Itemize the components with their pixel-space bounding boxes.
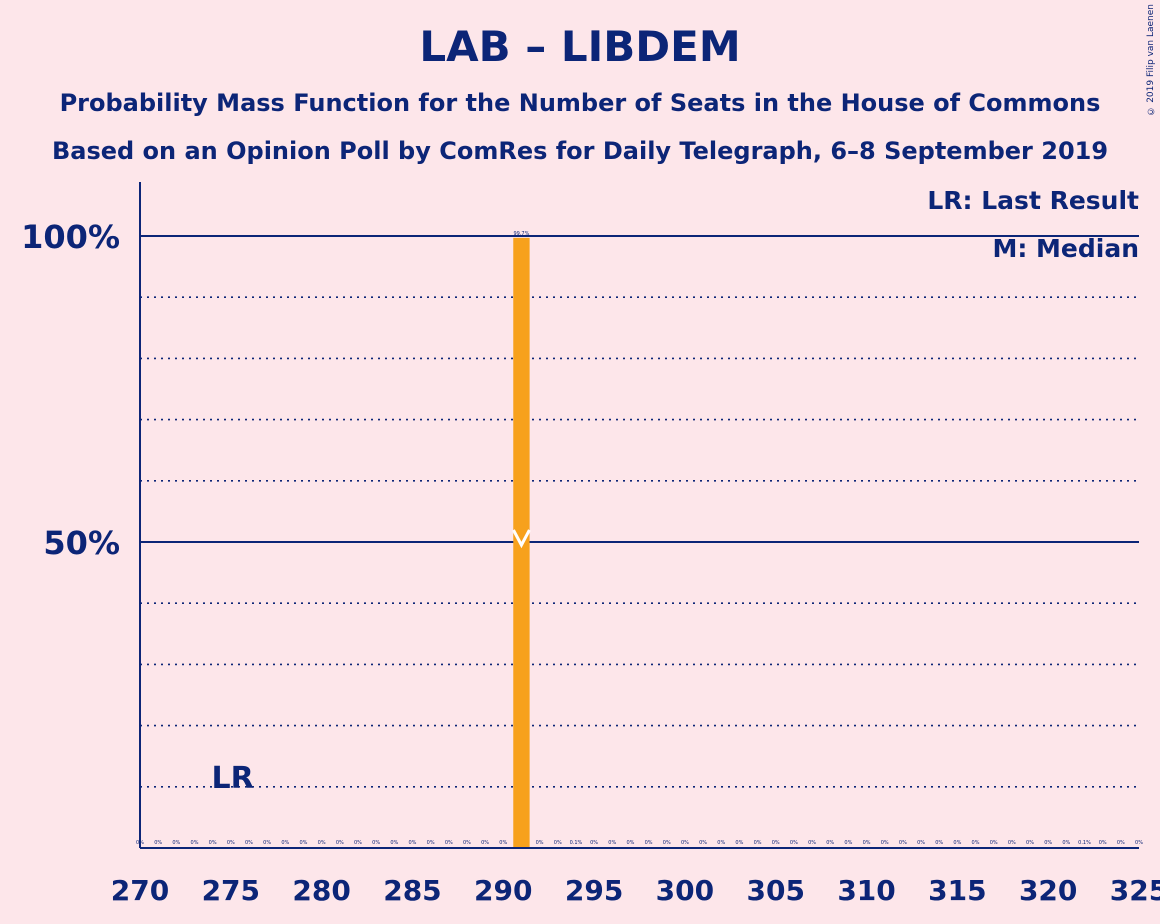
y-tick-labels: 50% 100% (21, 218, 120, 562)
value-label-291: 99.7% (513, 231, 529, 237)
value-label-307: 0% (808, 840, 816, 846)
value-label-316: 0% (972, 840, 980, 846)
x-tick-315: 315 (928, 874, 986, 907)
value-label-321: 0% (1062, 840, 1070, 846)
last-result-marker: LR (212, 761, 254, 796)
bars (512, 237, 531, 848)
legend-last-result: LR: Last Result (927, 186, 1139, 215)
x-tick-280: 280 (292, 874, 350, 907)
value-label-313: 0% (917, 840, 925, 846)
value-label-314: 0% (935, 840, 943, 846)
value-label-279: 0% (300, 840, 308, 846)
value-label-276: 0% (245, 840, 253, 846)
chart-title: LAB – LIBDEM (419, 22, 741, 71)
value-label-277: 0% (263, 840, 271, 846)
y-tick-50: 50% (43, 524, 120, 562)
value-label-323: 0% (1099, 840, 1107, 846)
legend-median: M: Median (992, 234, 1139, 263)
x-tick-320: 320 (1019, 874, 1077, 907)
value-label-274: 0% (209, 840, 217, 846)
axes (139, 182, 1139, 849)
median-marker (512, 529, 531, 549)
value-label-288: 0% (463, 840, 471, 846)
value-label-280: 0% (318, 840, 326, 846)
value-label-310: 0% (863, 840, 871, 846)
value-label-285: 0% (408, 840, 416, 846)
value-label-284: 0% (390, 840, 398, 846)
value-label-317: 0% (990, 840, 998, 846)
x-tick-labels: 270 275 280 285 290 295 300 305 310 315 320 325 (111, 874, 1160, 907)
x-tick-325: 325 (1110, 874, 1160, 907)
value-label-297: 0% (626, 840, 634, 846)
x-tick-270: 270 (111, 874, 169, 907)
value-label-287: 0% (445, 840, 453, 846)
value-label-278: 0% (281, 840, 289, 846)
value-label-281: 0% (336, 840, 344, 846)
value-label-298: 0% (645, 840, 653, 846)
x-tick-305: 305 (747, 874, 805, 907)
value-label-294: 0.1% (570, 840, 583, 846)
value-label-283: 0% (372, 840, 380, 846)
value-label-282: 0% (354, 840, 362, 846)
value-label-275: 0% (227, 840, 235, 846)
bar-value-labels: 0% 0% 0% 0% 0% 0% 0% 0% 0% 0% 0% 0% 0% 0% 0% 0% 0% 0% 0% 0%… (136, 231, 1143, 846)
value-label-273: 0% (191, 840, 199, 846)
x-tick-285: 285 (383, 874, 441, 907)
value-label-305: 0% (772, 840, 780, 846)
x-tick-290: 290 (474, 874, 532, 907)
value-label-302: 0% (717, 840, 725, 846)
value-label-271: 0% (154, 840, 162, 846)
value-label-311: 0% (881, 840, 889, 846)
value-label-322: 0.1% (1078, 840, 1091, 846)
value-label-318: 0% (1008, 840, 1016, 846)
value-label-295: 0% (590, 840, 598, 846)
grid-lines (140, 235, 1139, 788)
x-tick-310: 310 (837, 874, 895, 907)
value-label-293: 0% (554, 840, 562, 846)
x-tick-275: 275 (202, 874, 260, 907)
value-label-301: 0% (699, 840, 707, 846)
x-tick-295: 295 (565, 874, 623, 907)
value-label-272: 0% (172, 840, 180, 846)
chart-subtitle: Probability Mass Function for the Number… (59, 89, 1101, 117)
value-label-296: 0% (608, 840, 616, 846)
value-label-300: 0% (681, 840, 689, 846)
value-label-290: 0% (499, 840, 507, 846)
value-label-309: 0% (844, 840, 852, 846)
value-label-308: 0% (826, 840, 834, 846)
value-label-304: 0% (754, 840, 762, 846)
value-label-289: 0% (481, 840, 489, 846)
y-tick-100: 100% (21, 218, 120, 256)
value-label-315: 0% (953, 840, 961, 846)
value-label-306: 0% (790, 840, 798, 846)
value-label-312: 0% (899, 840, 907, 846)
chart-source: Based on an Opinion Poll by ComRes for D… (51, 137, 1109, 165)
value-label-299: 0% (663, 840, 671, 846)
value-label-319: 0% (1026, 840, 1034, 846)
value-label-292: 0% (536, 840, 544, 846)
value-label-286: 0% (427, 840, 435, 846)
value-label-325: 0% (1135, 840, 1143, 846)
value-label-303: 0% (735, 840, 743, 846)
value-label-320: 0% (1044, 840, 1052, 846)
x-tick-300: 300 (656, 874, 714, 907)
value-label-324: 0% (1117, 840, 1125, 846)
